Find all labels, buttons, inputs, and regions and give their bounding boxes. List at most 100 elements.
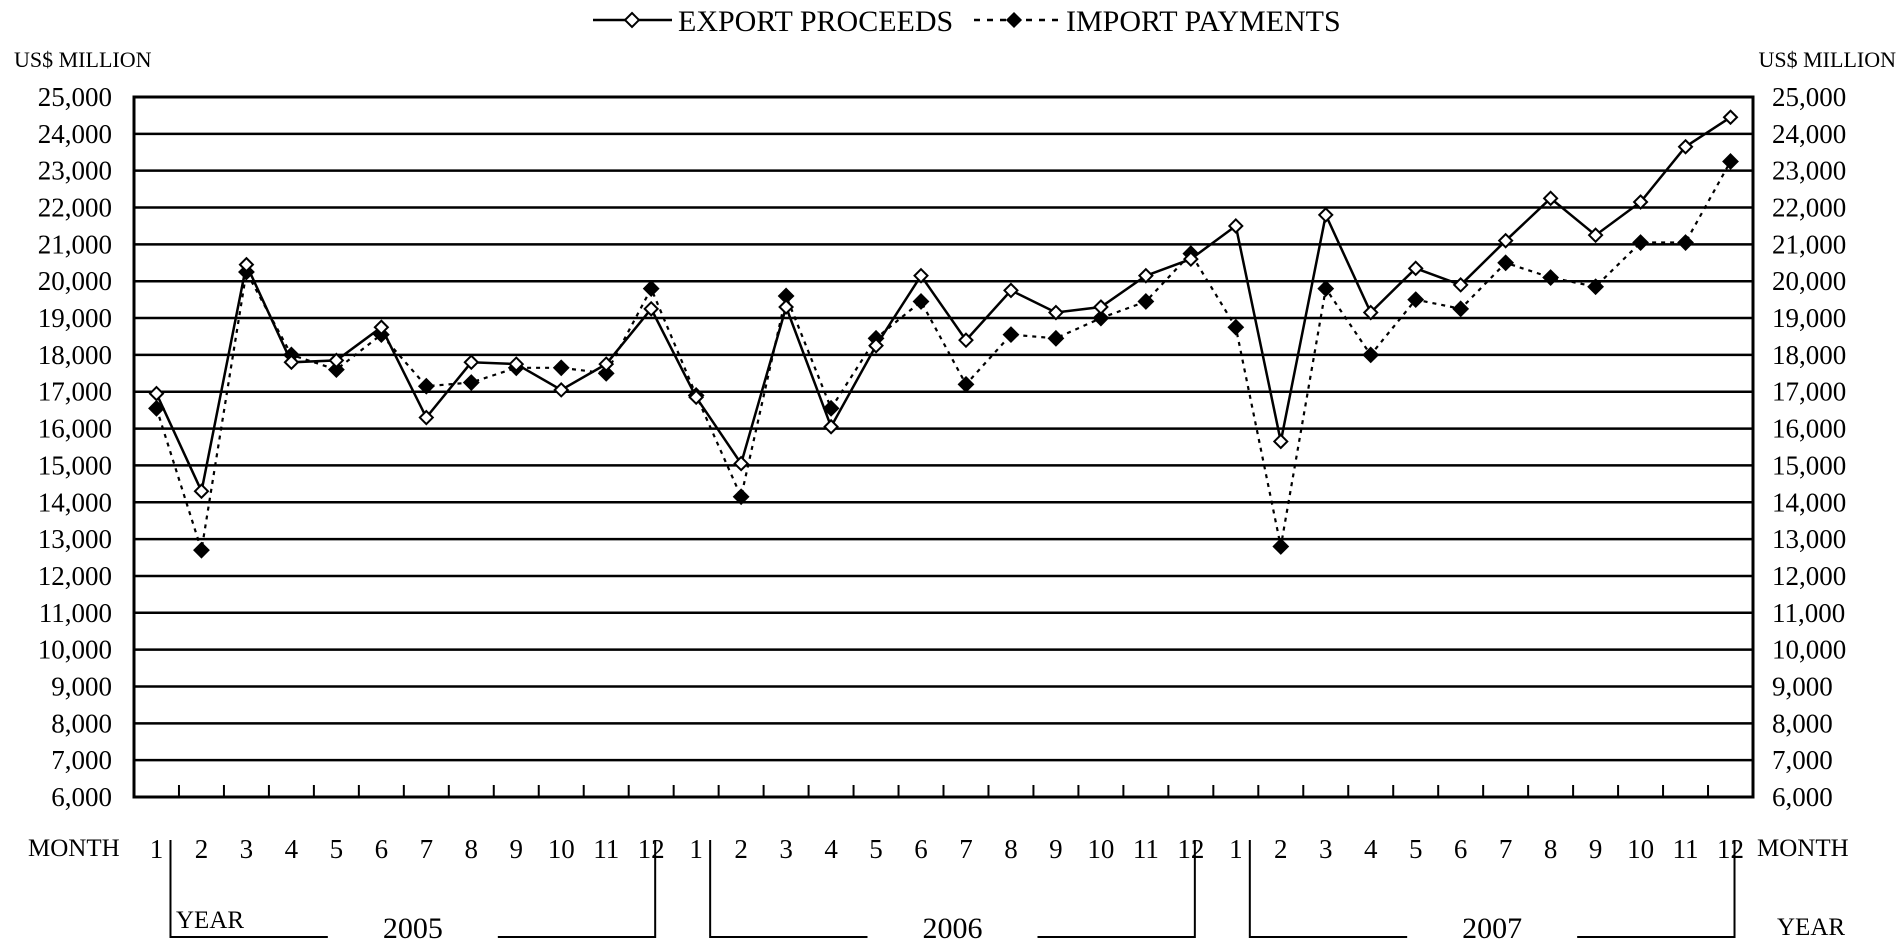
export-proceeds-point (778, 299, 795, 315)
series-layer (148, 109, 1739, 559)
y-axis-unit-left: US$ MILLION (14, 47, 152, 72)
export-proceeds-point (193, 483, 210, 500)
import-payments-point (1272, 538, 1290, 555)
import-payments-point (1002, 326, 1020, 344)
x-month-label: 8 (1004, 834, 1018, 864)
export-proceeds-point (1317, 206, 1334, 223)
x-month-label: 4 (1364, 834, 1378, 864)
export-proceeds-point (1587, 227, 1604, 244)
x-month-label: 12 (638, 834, 665, 864)
export-proceeds-point (913, 267, 929, 284)
x-month-labels: 1 2 3 4 5 6 7 8 9 10 11 12 1 2 3 4 5 6 7 8 9 10 11 12 1 2 3 4 5 6 7 8 9 1… (150, 834, 1744, 864)
import-payments-point (642, 280, 660, 297)
export-proceeds-point (508, 356, 525, 373)
x-month-label: 3 (779, 834, 793, 864)
y-tick-label-left: 9,000 (51, 671, 112, 701)
export-proceeds-point (373, 319, 390, 336)
legend-export-label: EXPORT PROCEEDS (678, 5, 953, 38)
export-proceeds-point (463, 354, 480, 371)
import-payments-point (597, 364, 615, 382)
y-tick-label-left: 24,000 (38, 119, 112, 149)
y-tick-label-right: 21,000 (1772, 229, 1846, 259)
y-tick-label-right: 15,000 (1772, 450, 1846, 480)
x-month-label: 11 (593, 834, 619, 864)
x-month-label: 5 (330, 834, 344, 864)
y-tick-label-left: 6,000 (51, 782, 112, 812)
export-proceeds-point (1182, 251, 1199, 268)
import-payments-point (1047, 329, 1065, 347)
import-payments-point (1407, 291, 1425, 309)
legend: EXPORT PROCEEDS IMPORT PAYMENTS (593, 5, 1341, 38)
x-month-label: 6 (1454, 834, 1468, 864)
y-tick-label-right: 18,000 (1772, 340, 1846, 370)
export-proceeds-line (155, 116, 1732, 496)
import-payments-point (462, 374, 480, 391)
x-month-label: 11 (1133, 834, 1159, 864)
export-proceeds-point (1137, 267, 1154, 284)
export-proceeds-point (1722, 109, 1739, 126)
x-month-label: 2 (195, 834, 209, 864)
export-proceeds-point (1452, 276, 1469, 293)
import-payments-point (1317, 280, 1335, 297)
x-month-label: 10 (1627, 834, 1654, 864)
x-month-label: 3 (240, 834, 254, 864)
y-tick-label-left: 18,000 (38, 340, 112, 370)
y-tick-label-right: 22,000 (1772, 193, 1846, 223)
import-payments-point (552, 359, 570, 377)
y-tick-label-left: 21,000 (38, 229, 112, 259)
y-tick-label-left: 13,000 (38, 524, 112, 554)
x-month-label: 6 (914, 834, 928, 864)
export-proceeds-point (1227, 218, 1244, 234)
import-payments-point (1227, 318, 1245, 336)
year-label: 2007 (1462, 912, 1522, 940)
y-tick-label-right: 7,000 (1772, 745, 1833, 775)
x-month-label: 12 (1177, 834, 1204, 864)
import-payments-point (1587, 278, 1605, 296)
import-payments-point (193, 541, 210, 559)
import-payments-point (327, 361, 345, 379)
legend-import-label: IMPORT PAYMENTS (1066, 5, 1341, 38)
export-proceeds-point (733, 455, 750, 472)
export-proceeds-point (328, 352, 345, 369)
import-payments-line (155, 160, 1732, 551)
y-tick-label-right: 19,000 (1772, 303, 1846, 333)
x-axis-month-label-right: MONTH (1757, 835, 1849, 862)
x-month-label: 3 (1319, 834, 1333, 864)
plot-frame (132, 95, 1755, 799)
x-month-label: 2 (1274, 834, 1288, 864)
year-label-left: YEAR (176, 907, 244, 934)
y-tick-label-right: 6,000 (1772, 782, 1833, 812)
x-axis-ticks (177, 785, 1710, 797)
import-payments-point (1092, 309, 1110, 327)
legend-export-marker-icon (623, 11, 641, 29)
x-axis-month-label-left: MONTH (28, 835, 120, 862)
y-tick-label-right: 10,000 (1772, 635, 1846, 665)
y-tick-label-right: 23,000 (1772, 156, 1846, 186)
y-tick-label-left: 20,000 (38, 266, 112, 296)
y-tick-label-right: 11,000 (1772, 598, 1845, 628)
export-proceeds-point (1497, 232, 1514, 249)
x-month-label: 9 (510, 834, 524, 864)
y-tick-label-left: 17,000 (38, 377, 112, 407)
export-proceeds-point (823, 418, 839, 435)
y-tick-label-left: 25,000 (38, 82, 112, 112)
import-payments-point (148, 399, 165, 417)
gridlines (134, 95, 1753, 799)
import-payments-point (1497, 254, 1515, 272)
x-month-label: 11 (1673, 834, 1699, 864)
y-tick-label-right: 8,000 (1772, 708, 1833, 738)
x-month-label: 9 (1049, 834, 1063, 864)
x-month-label: 2 (734, 834, 748, 864)
export-proceeds-point (1632, 194, 1649, 210)
export-proceeds-point (1407, 260, 1424, 277)
year-label: 2005 (383, 912, 443, 940)
x-month-label: 7 (959, 834, 973, 864)
import-payments-point (1722, 153, 1739, 170)
x-month-label: 4 (285, 834, 299, 864)
y-tick-label-left: 11,000 (39, 598, 112, 628)
import-payments-point (732, 488, 750, 506)
import-payments-point (1362, 346, 1380, 364)
x-month-label: 7 (1499, 834, 1513, 864)
export-proceeds-point (1003, 282, 1019, 299)
